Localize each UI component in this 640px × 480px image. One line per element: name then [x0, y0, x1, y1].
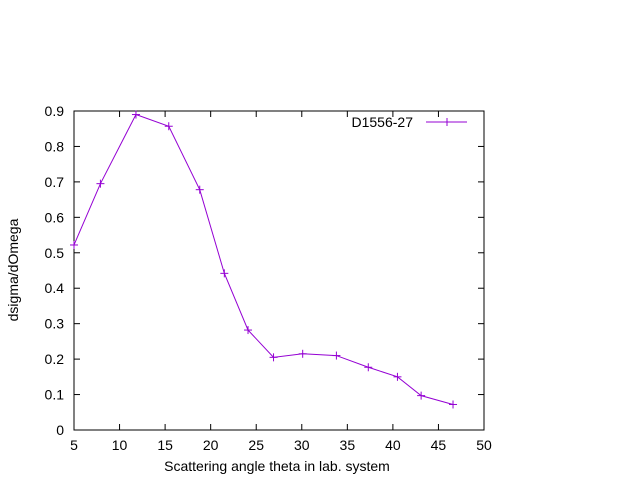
x-tick-label: 50 — [476, 437, 492, 453]
data-point — [364, 363, 373, 372]
y-tick-label: 0.4 — [45, 280, 65, 296]
x-tick-label: 45 — [431, 437, 447, 453]
data-point — [244, 326, 253, 335]
legend: D1556-27 — [352, 114, 467, 130]
x-tick-label: 5 — [70, 437, 78, 453]
x-tick-label: 10 — [112, 437, 128, 453]
x-tick-label: 35 — [340, 437, 356, 453]
y-tick-label: 0.5 — [45, 245, 65, 261]
y-tick-label: 0.6 — [45, 209, 65, 225]
legend-sample — [426, 118, 467, 126]
series-group — [70, 110, 458, 409]
data-point — [298, 349, 307, 358]
y-tick-label: 0 — [56, 422, 64, 438]
data-point — [70, 240, 78, 249]
data-point — [332, 351, 341, 360]
y-tick-label: 0.9 — [45, 103, 65, 119]
data-point — [393, 372, 402, 381]
x-axis-title: Scattering angle theta in lab. system — [164, 458, 390, 474]
legend-label: D1556-27 — [352, 114, 414, 130]
data-point — [417, 391, 426, 400]
data-point — [164, 122, 173, 131]
data-point — [131, 110, 140, 119]
x-tick-label: 40 — [385, 437, 401, 453]
axis-ticks — [73, 110, 485, 431]
x-tick-label: 15 — [157, 437, 173, 453]
data-point — [195, 185, 204, 194]
data-point — [449, 400, 458, 409]
y-tick-label: 0.1 — [45, 387, 65, 403]
y-tick-label: 0.7 — [45, 174, 65, 190]
plot-frame — [73, 110, 485, 431]
y-tick-label: 0.2 — [45, 351, 65, 367]
y-tick-label: 0.3 — [45, 316, 65, 332]
x-tick-label: 30 — [294, 437, 310, 453]
legend-marker — [443, 118, 451, 126]
y-axis-title: dsigma/dOmega — [5, 218, 21, 321]
x-tick-label: 25 — [248, 437, 264, 453]
y-tick-labels: 0 0.1 0.2 0.3 0.4 0.5 0.6 0.7 0.8 0.9 — [45, 103, 65, 438]
data-point — [220, 269, 229, 278]
y-tick-label: 0.8 — [45, 138, 65, 154]
x-tick-label: 20 — [203, 437, 219, 453]
data-point — [269, 353, 278, 362]
series-line — [73, 113, 454, 405]
data-point — [96, 179, 105, 188]
x-tick-labels: 5 10 15 20 25 30 35 40 45 50 — [70, 437, 492, 453]
